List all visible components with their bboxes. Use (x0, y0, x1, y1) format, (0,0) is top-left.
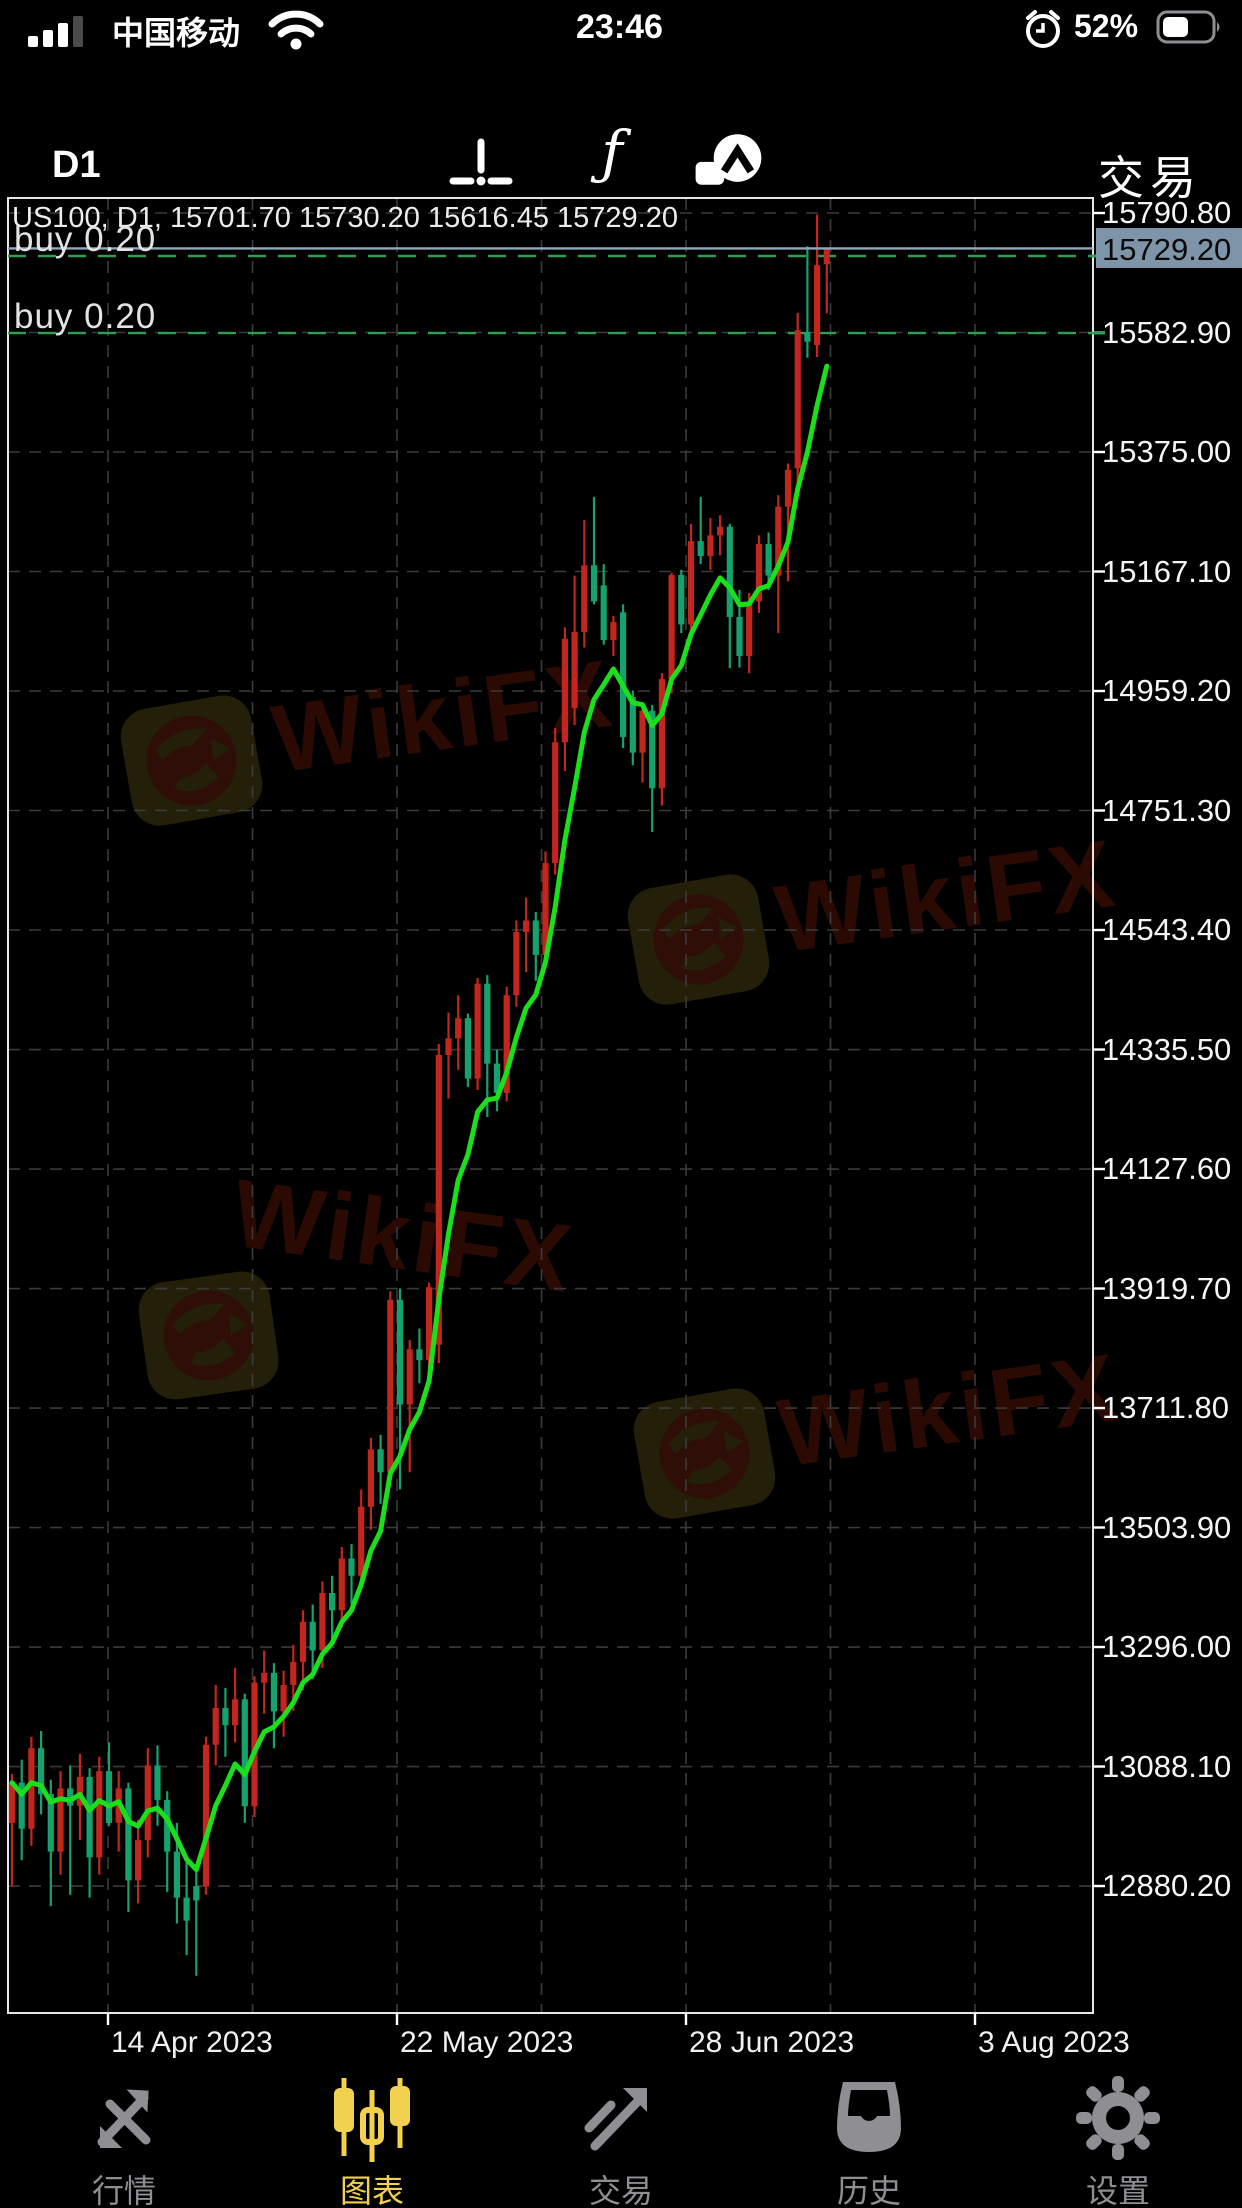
trade-arrow-icon (584, 2088, 647, 2151)
tab-trade[interactable]: 交易 (497, 2070, 745, 2208)
price-axis-label: 14543.40 (1102, 912, 1232, 947)
symbol-ohlc-header: US100, D1, 15701.70 15730.20 15616.45 15… (12, 202, 678, 234)
battery-icon (1156, 10, 1220, 44)
price-axis-label: 14127.60 (1102, 1151, 1232, 1187)
tab-label: 行情 (91, 2173, 156, 2208)
tab-label: 设置 (1085, 2173, 1150, 2208)
date-axis-label: 28 Jun 2023 (689, 2026, 855, 2059)
chart-toolbar: D1 ƒ 交易 (0, 60, 1242, 204)
price-axis-label: 13919.70 (1102, 1270, 1232, 1306)
wifi-icon (268, 10, 324, 50)
date-axis-label: 3 Aug 2023 (978, 2026, 1130, 2059)
current-price-value: 15729.20 (1102, 232, 1232, 268)
candles-icon (334, 2078, 410, 2162)
price-axis-label: 14335.50 (1102, 1031, 1232, 1067)
tab-history[interactable]: 历史 (745, 2070, 993, 2208)
signal-strength-icon (28, 16, 83, 47)
buy-position-label-2: buy 0.20 (14, 297, 157, 337)
tab-quotes[interactable]: 行情 (0, 2070, 248, 2208)
buy-position-label-1: buy 0.20 (14, 219, 157, 259)
wikifx-eagle-logo (627, 874, 770, 1005)
tab-label: 交易 (588, 2173, 653, 2208)
price-axis-label: 14959.20 (1102, 673, 1232, 708)
wikifx-eagle-logo (138, 1271, 279, 1400)
price-axis-label: 13296.00 (1102, 1629, 1232, 1665)
gear-icon (1076, 2076, 1160, 2160)
date-axis-label: 22 May 2023 (400, 2026, 574, 2059)
crosshair-icon[interactable] (441, 120, 521, 198)
price-axis-label: 15375.00 (1102, 434, 1232, 469)
tab-settings[interactable]: 设置 (994, 2070, 1242, 2208)
bottom-tab-bar: 行情 图表 交易 (0, 2070, 1242, 2208)
price-axis-label: 15582.90 (1102, 314, 1232, 350)
wikifx-eagle-logo (633, 1388, 776, 1519)
history-box-icon (837, 2082, 901, 2152)
price-axis-label: 13088.10 (1102, 1748, 1232, 1784)
date-axis-label: 14 Apr 2023 (111, 2026, 273, 2059)
price-axis-label: 12880.20 (1102, 1868, 1232, 1904)
timeframe-button[interactable]: D1 (52, 144, 101, 186)
current-price-badge: 15729.20 (1096, 228, 1242, 269)
battery-percent-label: 52% (1074, 8, 1139, 44)
price-axis-label: 13503.90 (1102, 1509, 1232, 1545)
status-bar: 中国移动 23:46 52% (0, 0, 1242, 60)
function-indicator-icon[interactable]: ƒ (601, 118, 623, 186)
tab-charts[interactable]: 图表 (248, 2070, 496, 2208)
clock-time: 23:46 (576, 8, 663, 46)
tab-label: 历史 (836, 2173, 901, 2208)
trade-button[interactable]: 交易 (1098, 152, 1202, 204)
alarm-clock-icon (1026, 10, 1060, 48)
price-axis-label: 13711.80 (1102, 1390, 1229, 1426)
wikifx-eagle-logo (120, 695, 263, 826)
tab-label: 图表 (339, 2173, 404, 2208)
carrier-label: 中国移动 (112, 15, 241, 51)
trend-arrows-icon (97, 2089, 151, 2148)
price-axis-label: 14751.30 (1102, 792, 1232, 828)
price-axis-label: 15790.80 (1102, 195, 1232, 230)
chart-objects-icon[interactable] (688, 120, 768, 198)
price-axis-label: 15167.10 (1102, 553, 1232, 589)
